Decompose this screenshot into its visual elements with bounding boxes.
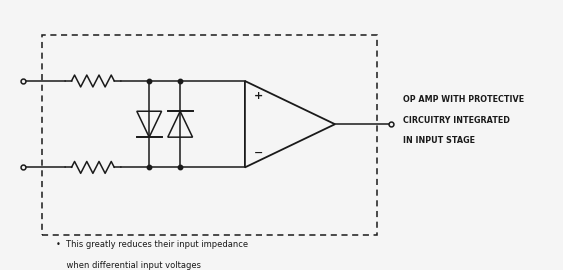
Text: •  This greatly reduces their input impedance: • This greatly reduces their input imped…: [56, 240, 248, 249]
Text: IN INPUT STAGE: IN INPUT STAGE: [403, 136, 475, 145]
Bar: [42, 35, 377, 235]
Text: OP AMP WITH PROTECTIVE: OP AMP WITH PROTECTIVE: [403, 95, 524, 104]
Text: CIRCUITRY INTEGRATED: CIRCUITRY INTEGRATED: [403, 116, 510, 125]
Text: −: −: [254, 147, 263, 158]
Text: when differential input voltages: when differential input voltages: [56, 261, 202, 269]
Text: +: +: [254, 91, 263, 101]
